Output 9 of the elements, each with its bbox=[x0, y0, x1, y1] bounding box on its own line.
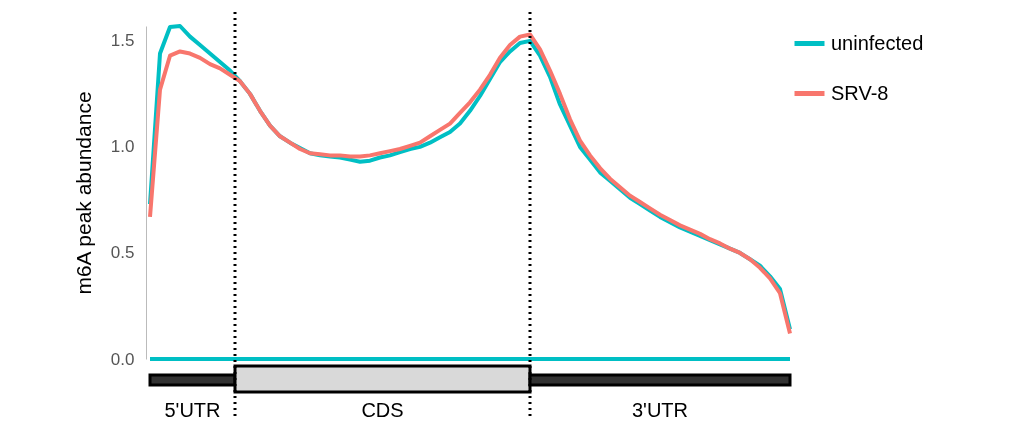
legend-label: SRV-8 bbox=[831, 81, 889, 104]
y-tick-label: 0.5 bbox=[110, 243, 135, 263]
legend-label: uninfected bbox=[831, 31, 924, 54]
y-tick-label: 1.5 bbox=[110, 31, 135, 51]
text: 5'UTR bbox=[164, 399, 221, 421]
y-tick-label: 1.0 bbox=[110, 137, 135, 157]
y-tick-label: 0.0 bbox=[110, 349, 135, 369]
text: 3'UTR bbox=[631, 399, 689, 421]
y-axis-title: m6A peak abundance bbox=[71, 91, 95, 295]
